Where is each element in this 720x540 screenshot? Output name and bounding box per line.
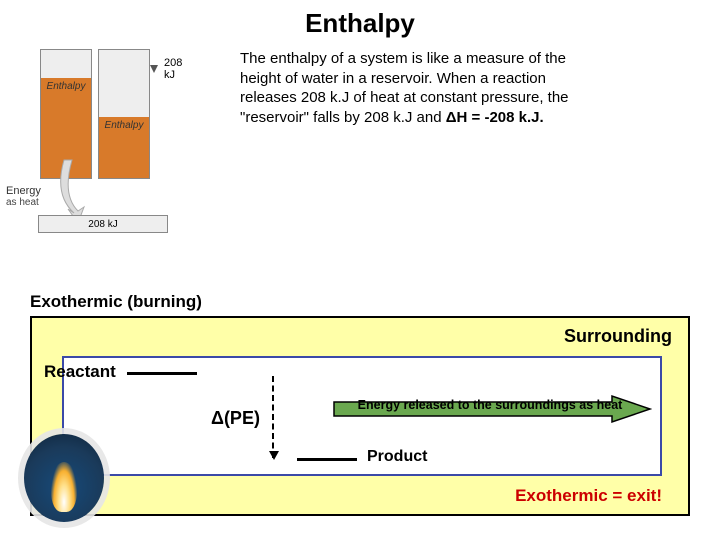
flame-icon [24,434,104,522]
beaker-right: Enthalpy [98,49,150,179]
top-row: Enthalpy Enthalpy 208 kJ The enthalpy of… [0,39,720,179]
energy-caption: Energy as heat [6,185,41,208]
energy-diagram: Surrounding Reactant Δ(PE) Product Energ… [30,316,690,516]
bottom-energy-box: 208 kJ [38,215,168,233]
description-paragraph: The enthalpy of a system is like a measu… [150,49,630,127]
energy-arrow-text: Energy released to the surroundings as h… [330,398,650,412]
product-level-line [297,458,357,461]
drop-label: 208 kJ [150,57,182,81]
para-bold: ΔH = -208 k.J. [446,109,544,126]
reactant-level-line [127,372,197,375]
water-right: Enthalpy [99,117,149,178]
delta-pe-label: Δ(PE) [207,408,264,429]
page-title: Enthalpy [0,0,720,39]
drop-arrow-icon [272,376,274,458]
reactant-label: Reactant [44,362,116,382]
surrounding-label: Surrounding [564,326,672,347]
exothermic-heading: Exothermic (burning) [30,292,202,312]
energy-caption-1: Energy [6,185,41,197]
product-label: Product [367,448,427,466]
exothermic-exit-label: Exothermic = exit! [515,486,662,506]
energy-caption-2: as heat [6,197,41,208]
